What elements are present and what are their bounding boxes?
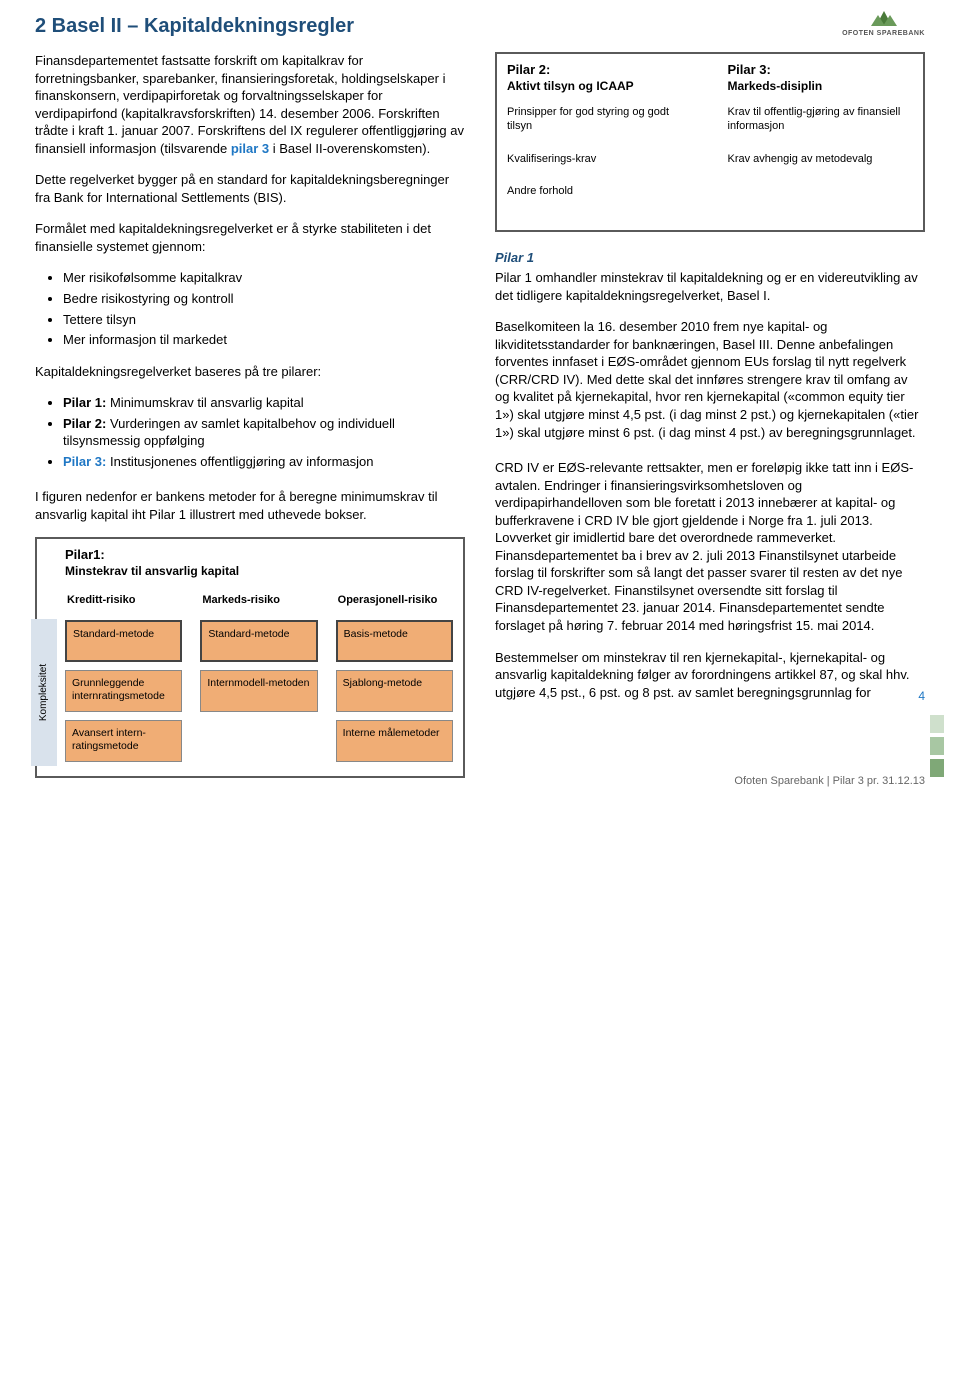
logo-text: OFOTEN SPAREBANK: [842, 30, 925, 37]
page-number: 4: [918, 689, 925, 703]
intro-paragraph: Finansdepartementet fastsatte forskrift …: [35, 52, 465, 157]
bis-paragraph: Dette regelverket bygger på en standard …: [35, 171, 465, 206]
p1-method-box: Standard-metode: [65, 620, 182, 662]
p1-col-header: Operasjonell-risiko: [336, 590, 453, 611]
pilar1-desc: Pilar 1 omhandler minstekrav til kapital…: [495, 269, 925, 304]
list-item: Pilar 2: Vurderingen av samlet kapitalbe…: [63, 415, 465, 450]
pilar-item: Prinsipper for god styring og godt tilsy…: [507, 105, 693, 134]
right-column: Pilar 2:Aktivt tilsyn og ICAAPPrinsipper…: [495, 52, 925, 778]
p1-method-box: Avansert intern-ratingsmetode: [65, 720, 182, 762]
p1-method-box: Basis-metode: [336, 620, 453, 662]
p1-method-box: Interne målemetoder: [336, 720, 453, 762]
pilar1-diagram: Kompleksitet Pilar1: Minstekrav til ansv…: [35, 537, 465, 777]
minstekrav-paragraph: Bestemmelser om minstekrav til ren kjern…: [495, 649, 925, 702]
list-item: Tettere tilsyn: [63, 311, 465, 329]
p1-method-box: Grunnleggende internratingsmetode: [65, 670, 182, 712]
list-item: Pilar 3: Institusjonenes offentliggjørin…: [63, 453, 465, 471]
pilar-col: Pilar 2:Aktivt tilsyn og ICAAPPrinsipper…: [507, 62, 693, 216]
basel3-paragraph: Baselkomiteen la 16. desember 2010 frem …: [495, 318, 925, 441]
footer-text: Ofoten Sparebank | Pilar 3 pr. 31.12.13: [734, 775, 925, 787]
page-title: 2 Basel II – Kapitaldekningsregler: [35, 15, 925, 38]
list-item: Pilar 1: Minimumskrav til ansvarlig kapi…: [63, 394, 465, 412]
pilar-item: Andre forhold: [507, 184, 693, 198]
purpose-list: Mer risikofølsomme kapitalkrav Bedre risi…: [35, 269, 465, 348]
p1-col-header: Markeds-risiko: [200, 590, 317, 611]
p1-method-box: Standard-metode: [200, 620, 317, 662]
kompleksitet-label: Kompleksitet: [31, 619, 57, 765]
pilar-item: Krav avhengig av metodevalg: [728, 152, 914, 166]
purpose-paragraph: Formålet med kapitaldekningsregelverket …: [35, 220, 465, 255]
pilarer-list: Pilar 1: Minimumskrav til ansvarlig kapi…: [35, 394, 465, 470]
pilar-col: Pilar 3:Markeds-disiplinKrav til offentl…: [728, 62, 914, 216]
footer-deco: [930, 715, 948, 787]
list-item: Mer informasjon til markedet: [63, 331, 465, 349]
main-columns: Finansdepartementet fastsatte forskrift …: [35, 52, 925, 778]
list-item: Bedre risikostyring og kontroll: [63, 290, 465, 308]
pilar23-diagram: Pilar 2:Aktivt tilsyn og ICAAPPrinsipper…: [495, 52, 925, 232]
p1-method-box: Internmodell-metoden: [200, 670, 317, 712]
left-column: Finansdepartementet fastsatte forskrift …: [35, 52, 465, 778]
pilar1-header: Pilar 1: [495, 250, 925, 265]
bank-logo: OFOTEN SPAREBANK: [842, 8, 925, 37]
pilarer-intro: Kapitaldekningsregelverket baseres på tr…: [35, 363, 465, 381]
crd4-paragraph: CRD IV er EØS-relevante rettsakter, men …: [495, 459, 925, 634]
pilar-item: Krav til offentlig-gjøring av finansiell…: [728, 105, 914, 134]
pilar3-inline: pilar 3: [231, 141, 269, 156]
p1-col-header: Kreditt-risiko: [65, 590, 182, 611]
pilar-item: Kvalifiserings-krav: [507, 152, 693, 166]
figure-intro: I figuren nedenfor er bankens metoder fo…: [35, 488, 465, 523]
p1-method-box: Sjablong-metode: [336, 670, 453, 712]
list-item: Mer risikofølsomme kapitalkrav: [63, 269, 465, 287]
